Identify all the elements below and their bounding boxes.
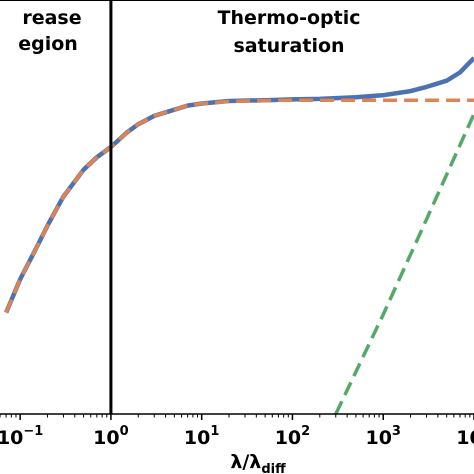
region-labels: rease egion Thermo-optic saturation <box>18 7 360 57</box>
region-left-line2: egion <box>18 33 78 55</box>
series-layer <box>4 56 474 415</box>
region-right-line1: Thermo-optic <box>218 7 361 29</box>
series-line-2 <box>334 113 474 415</box>
x-tick-label: 101 <box>184 424 220 449</box>
region-right-line2: saturation <box>233 35 344 57</box>
x-axis-label-main: λ/λ <box>230 451 261 473</box>
x-tick-label: 10−1 <box>0 424 43 449</box>
x-tick-label: 103 <box>365 424 401 449</box>
x-tick-label: 102 <box>275 424 311 449</box>
region-left-line1: rease <box>22 7 81 29</box>
x-ticks: 10−1 100 101 102 103 104 <box>0 414 474 449</box>
series-line-0 <box>4 56 474 314</box>
x-tick-label: 100 <box>93 424 129 449</box>
x-axis-label-sub: diff <box>261 462 286 474</box>
x-axis-label: λ/λdiff <box>230 451 286 474</box>
series-line-1 <box>4 98 474 314</box>
axes-frame <box>0 0 474 415</box>
x-tick-label: 104 <box>456 424 474 449</box>
